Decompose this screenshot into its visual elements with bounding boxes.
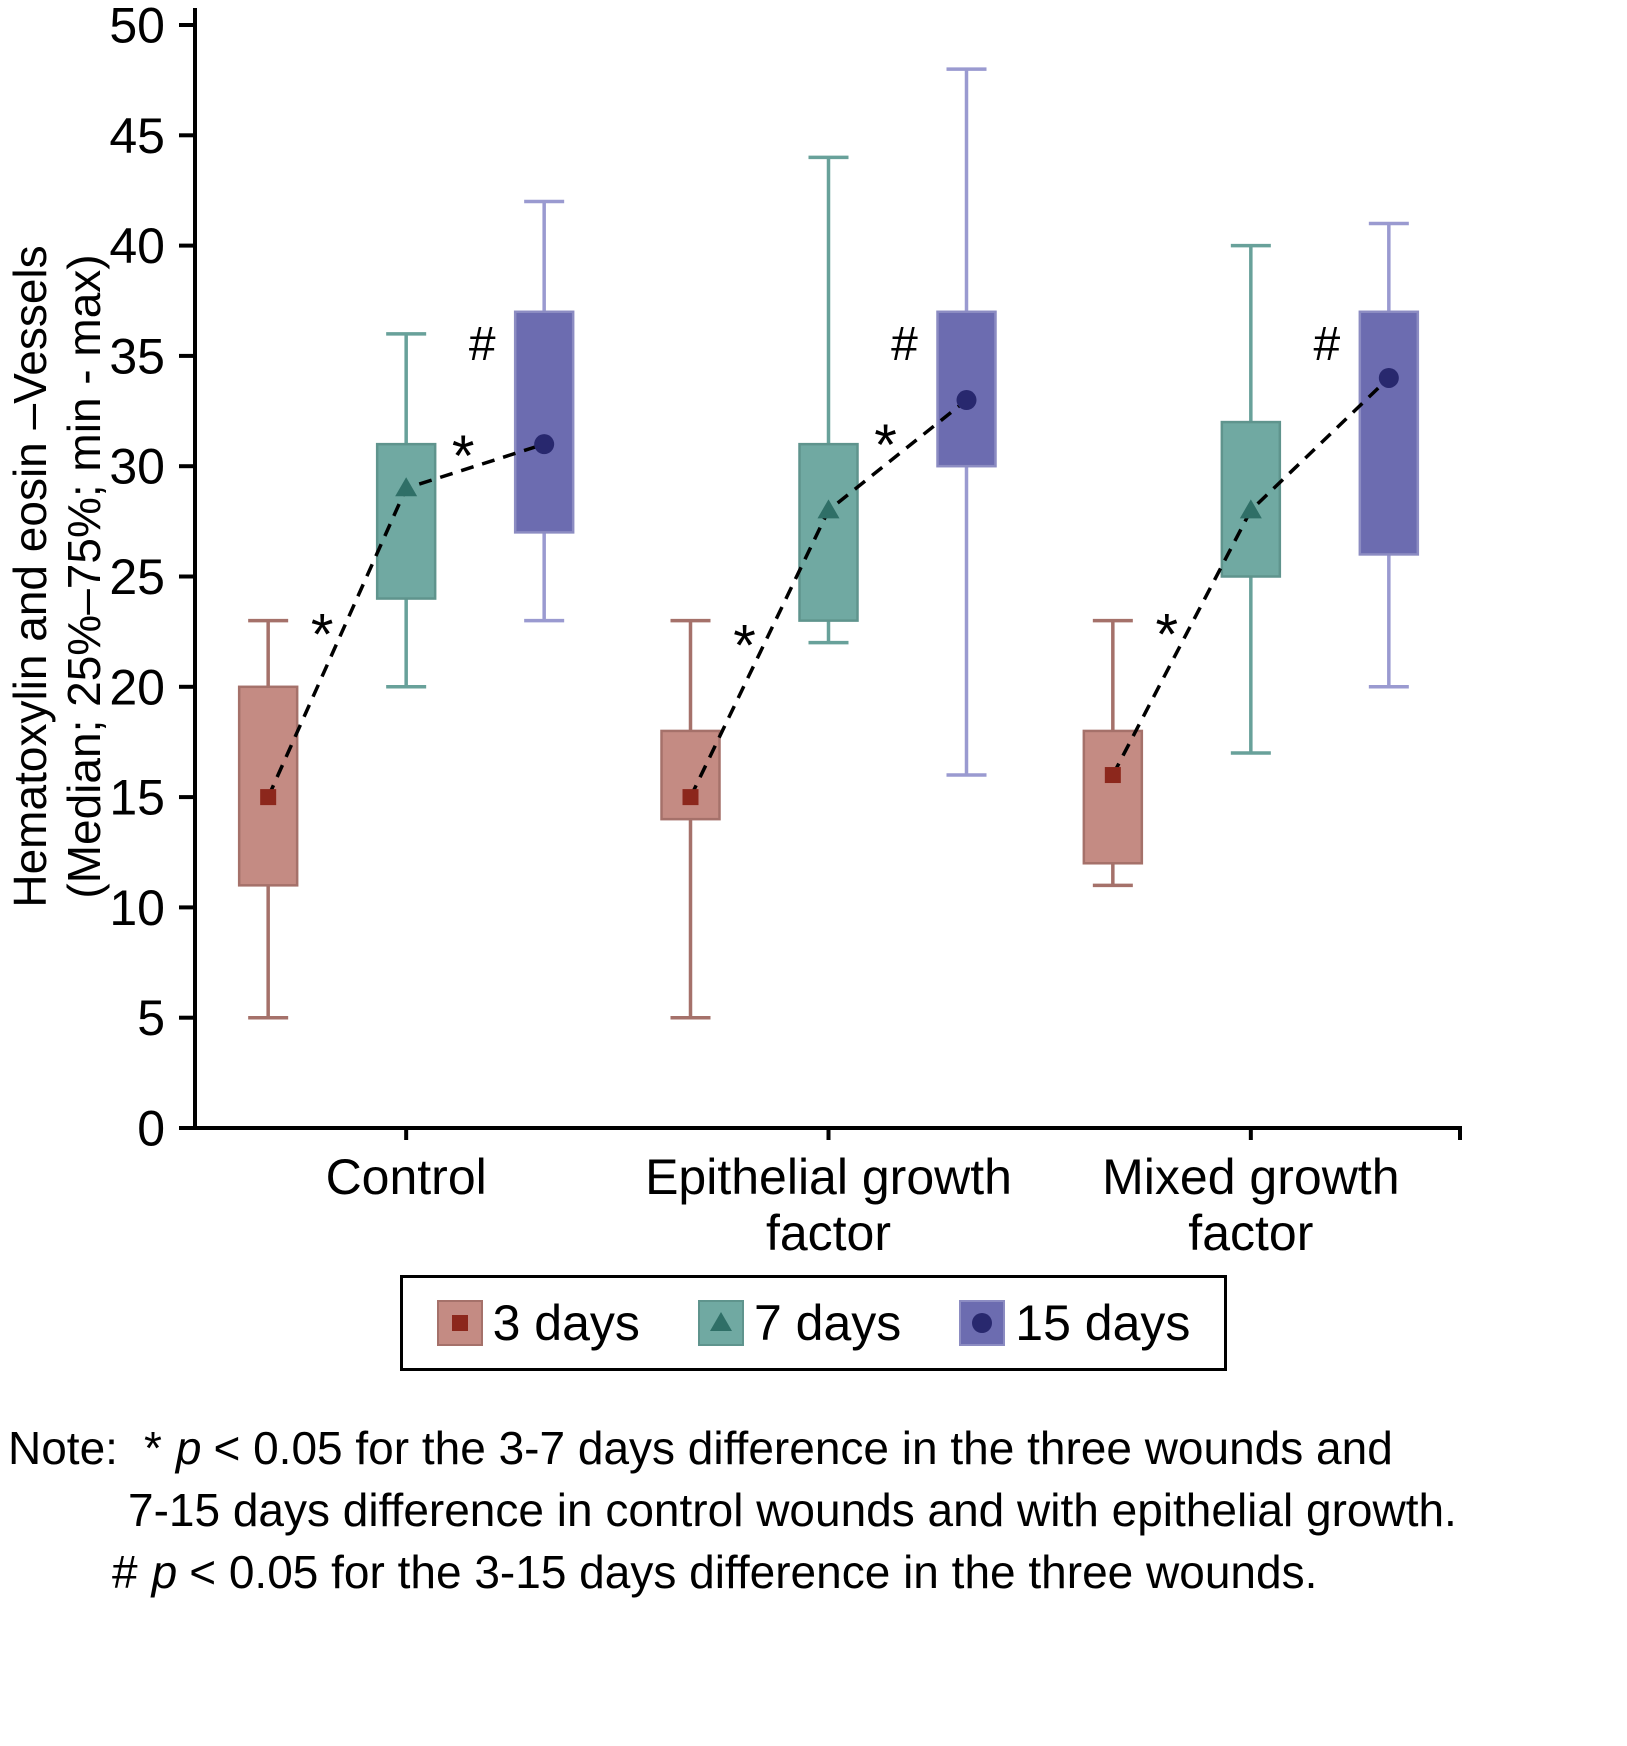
x-category-label: Epithelial growth: [645, 1149, 1012, 1205]
star-symbol: *: [143, 1422, 162, 1474]
x-category-label: factor: [766, 1205, 891, 1261]
square-legend-marker-icon: [436, 1300, 483, 1346]
box-7-days-group-1: [798, 442, 859, 622]
y-axis-title-line: Hematoxylin and eosin –Vessels: [4, 245, 56, 907]
y-tick-label: 25: [109, 549, 165, 605]
triangle-median-marker: [1239, 499, 1262, 519]
box-15-days-group-0: [513, 310, 575, 534]
star-annotation: *: [874, 413, 897, 478]
star-annotation: *: [311, 603, 334, 668]
x-category-label: Mixed growth: [1102, 1149, 1399, 1205]
y-tick-label: 30: [109, 439, 165, 495]
y-tick-label: 15: [109, 770, 165, 826]
y-tick-label: 35: [109, 328, 165, 384]
y-ticks: 0 5 10 15 20 25 30 35 40 45 50: [109, 0, 195, 1157]
box-15-days-group-1: [936, 310, 997, 468]
legend-item-3-days: 3 days: [436, 1294, 640, 1352]
note-line3-text: < 0.05 for the 3-15 days difference in t…: [189, 1546, 1318, 1599]
x-category-label: factor: [1188, 1205, 1313, 1261]
note-label: Note:: [8, 1422, 118, 1474]
note-line-3: # p < 0.05 for the 3-15 days difference in…: [112, 1541, 1627, 1603]
legend-label: 7 days: [753, 1295, 902, 1351]
y-tick-label: 5: [137, 990, 165, 1046]
boxplot-chart: 0 5 10 15 20 25 30 35 40 45 50 Control Epithelial gr…: [4, 0, 1462, 1261]
hash-annotation: #: [891, 318, 918, 371]
box-7-days-group-2: [1220, 420, 1282, 578]
boxes: [237, 67, 1420, 1020]
note-line1-text: < 0.05 for the 3-7 days difference in th…: [213, 1422, 1393, 1474]
box-3-days-group-2: [1082, 729, 1144, 865]
star-annotation: *: [1156, 603, 1179, 668]
hash-annotation: #: [469, 318, 496, 371]
y-tick-label: 40: [109, 218, 165, 274]
p-value-italic: p: [151, 1546, 178, 1599]
triangle-median-marker: [817, 499, 840, 519]
y-tick-label: 20: [109, 659, 165, 715]
y-tick-label: 10: [109, 880, 165, 936]
x-category-label: Control: [326, 1149, 487, 1205]
note: Note: * p < 0.05 for the 3-7 days differenc…: [0, 1417, 1627, 1603]
median-markers: [260, 367, 1399, 806]
legend-label: 15 days: [1015, 1295, 1191, 1351]
box-3-days-group-1: [660, 729, 721, 821]
note-line-1: Note: * p < 0.05 for the 3-7 days differenc…: [8, 1417, 1627, 1479]
square-median-marker: [682, 789, 699, 806]
y-axis-title: Hematoxylin and eosin –Vessels (Median; 2…: [4, 245, 110, 907]
star-annotation: *: [452, 424, 475, 489]
hash-annotation: #: [1313, 318, 1340, 371]
legend: 3 days 7 days 15 days: [399, 1275, 1228, 1371]
circle-median-marker: [1378, 367, 1399, 388]
box-7-days-group-0: [375, 442, 437, 600]
y-tick-label: 0: [137, 1101, 165, 1157]
box-3-days-group-0: [237, 685, 299, 887]
star-annotation: *: [733, 614, 756, 679]
square-median-marker: [260, 789, 277, 806]
circle-legend-marker-icon: [959, 1300, 1006, 1346]
legend-item-15-days: 15 days: [959, 1294, 1190, 1352]
circle-median-marker: [534, 434, 555, 455]
p-value-italic: p: [175, 1422, 202, 1474]
y-tick-label: 50: [109, 0, 165, 54]
triangle-median-marker: [395, 477, 418, 497]
note-line-2: 7-15 days difference in control wounds a…: [128, 1484, 1457, 1537]
hash-symbol: #: [112, 1546, 138, 1599]
box-15-days-group-2: [1358, 310, 1420, 556]
legend-label: 3 days: [492, 1295, 640, 1351]
y-tick-label: 45: [109, 108, 165, 164]
y-axis-title-line: (Median; 25%–75%; min - max): [58, 254, 110, 898]
triangle-legend-marker-icon: [697, 1300, 744, 1346]
square-median-marker: [1104, 767, 1121, 784]
legend-item-7-days: 7 days: [697, 1294, 902, 1352]
circle-median-marker: [956, 390, 977, 411]
significance-annotations: * * * * * # # #: [311, 318, 1341, 679]
